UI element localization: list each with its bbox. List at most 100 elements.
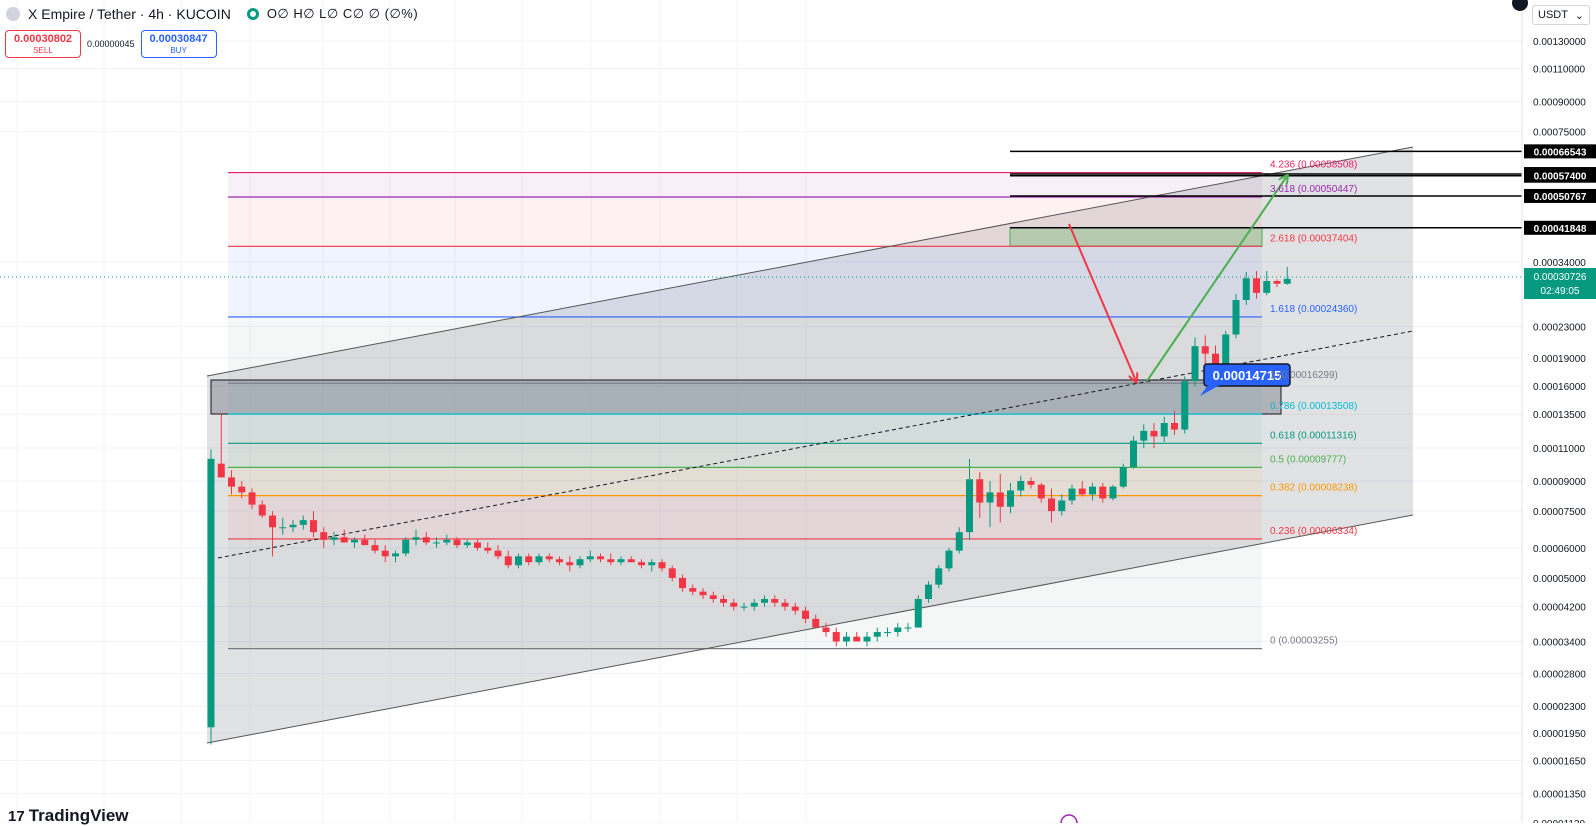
candle-body xyxy=(1130,440,1137,468)
sell-label: SELL xyxy=(33,46,53,55)
y-tick-label: 0.00001350 xyxy=(1533,790,1586,801)
candle xyxy=(802,606,809,624)
candle-body xyxy=(1119,467,1127,487)
candle xyxy=(740,602,748,611)
target-zone xyxy=(1009,227,1263,247)
y-tick-label: 0.00016000 xyxy=(1533,382,1586,393)
candle xyxy=(884,627,891,637)
fib-level-label: 0 (0.00003255) xyxy=(1270,636,1338,647)
candle-body xyxy=(576,559,584,566)
fib-band xyxy=(228,414,1262,444)
annotation-value: 0.00014715 xyxy=(1213,368,1282,383)
candle xyxy=(1130,436,1137,469)
settings-icon xyxy=(1512,0,1528,11)
candle-body xyxy=(791,606,799,611)
symbol-logo-icon xyxy=(6,7,20,21)
candle xyxy=(515,553,522,569)
candle-body xyxy=(217,463,225,478)
candle-body xyxy=(720,598,727,603)
market-status-icon xyxy=(246,8,259,20)
candle-body xyxy=(474,542,481,548)
candle-body xyxy=(597,556,604,560)
buy-label: BUY xyxy=(170,46,187,55)
fib-level-label: 3.618 (0.00050447) xyxy=(1270,184,1357,195)
candle xyxy=(269,511,276,557)
candle-body xyxy=(1160,423,1168,437)
candle-body xyxy=(699,591,707,596)
candle xyxy=(668,565,676,582)
candle-body xyxy=(586,556,594,560)
channel-fill xyxy=(207,147,1413,743)
candle-body xyxy=(1171,423,1178,430)
candle-body xyxy=(279,527,287,529)
axis-price-tag xyxy=(1524,220,1596,235)
chevron-down-icon: ⌄ xyxy=(1574,9,1584,22)
candle xyxy=(679,574,686,592)
candle xyxy=(863,632,871,647)
candle-body xyxy=(381,550,389,557)
y-tick-label: 0.00002800 xyxy=(1533,669,1586,680)
channel-lower-line xyxy=(206,514,1414,744)
tradingview-mark-icon: 17 xyxy=(8,807,25,825)
y-tick-label: 0.00004200 xyxy=(1533,603,1586,614)
order-block-zone xyxy=(210,379,1282,415)
candle xyxy=(822,623,830,637)
axis-price-tag xyxy=(1524,144,1596,159)
candle xyxy=(1191,337,1199,387)
candle-body xyxy=(1283,278,1291,284)
candle xyxy=(453,537,461,548)
y-tick-label: 0.00005000 xyxy=(1533,574,1586,585)
projection-arrow-up xyxy=(1146,176,1287,382)
tradingview-logo[interactable]: 17 TradingView xyxy=(8,806,129,826)
y-tick-label: 0.00013500 xyxy=(1533,410,1586,421)
candles xyxy=(207,266,1291,745)
candle xyxy=(1140,424,1148,448)
axis-price-tag-label: 0.00057400 xyxy=(1534,172,1587,183)
y-tick-label: 0.00034000 xyxy=(1533,258,1586,269)
candle-body xyxy=(853,636,861,642)
candle xyxy=(771,595,779,607)
y-tick-label: 0.00075000 xyxy=(1533,128,1586,139)
sell-button[interactable]: 0.00030802 SELL xyxy=(5,30,81,58)
candle-body xyxy=(668,568,676,578)
candle xyxy=(248,488,256,509)
candle-body xyxy=(238,486,246,493)
candle-body xyxy=(1109,486,1117,499)
candle-body xyxy=(1242,278,1250,301)
candle-body xyxy=(1201,346,1209,354)
y-tick-label: 0.00130000 xyxy=(1533,37,1586,48)
candle-body xyxy=(484,547,492,551)
candle-body xyxy=(1212,353,1219,367)
fib-band xyxy=(228,467,1262,496)
fib-level-label: 2.618 (0.00037404) xyxy=(1270,233,1357,244)
candle-body xyxy=(863,636,871,642)
candle-body xyxy=(535,556,543,563)
candle-body xyxy=(258,504,266,516)
candle xyxy=(361,534,369,546)
candle-body xyxy=(627,559,635,563)
currency-selector[interactable]: USDT ⌄ xyxy=(1532,5,1590,25)
candle xyxy=(1253,270,1260,299)
fib-band xyxy=(228,383,1262,415)
spread-value: 0.00000045 xyxy=(87,39,135,49)
price-annotation[interactable]: 0.00014715 xyxy=(1200,363,1291,396)
current-price-value: 0.00030726 xyxy=(1534,272,1587,283)
candle xyxy=(402,537,410,557)
fib-level-label: 1.618 (0.00024360) xyxy=(1270,304,1357,315)
candle-body xyxy=(1068,488,1076,501)
buy-button[interactable]: 0.00030847 BUY xyxy=(140,30,217,58)
candle-body xyxy=(1181,381,1189,430)
candle xyxy=(853,632,861,642)
candle-body xyxy=(525,556,533,563)
symbol-title[interactable]: X Empire / Tether · 4h · KUCOIN xyxy=(28,6,231,22)
candle-body xyxy=(371,545,379,551)
candle-body xyxy=(884,632,891,634)
candle xyxy=(720,595,727,607)
candle xyxy=(494,545,502,560)
candle xyxy=(648,559,656,572)
candle-body xyxy=(1027,481,1035,485)
candle xyxy=(617,556,625,566)
candle xyxy=(1027,477,1035,489)
candle-body xyxy=(351,539,358,543)
